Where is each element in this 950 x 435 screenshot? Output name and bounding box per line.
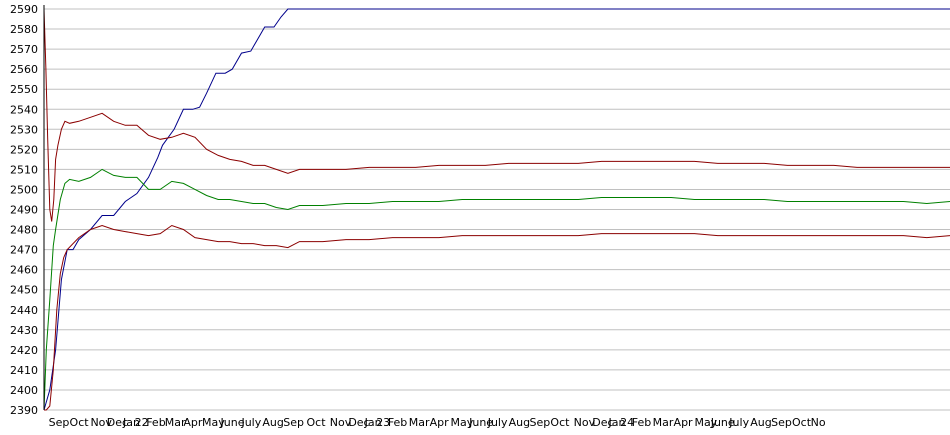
- x-tick-label: June: [220, 416, 245, 429]
- x-tick-label: Dec: [592, 416, 613, 429]
- y-tick-label: 2520: [10, 143, 38, 156]
- x-tick-label: Jan: [608, 416, 626, 429]
- x-tick-label: July: [487, 416, 508, 429]
- y-tick-label: 2530: [10, 123, 38, 136]
- y-tick-label: 2580: [10, 23, 38, 36]
- x-tick-label: No: [811, 416, 826, 429]
- x-tick-label: Dec: [348, 416, 369, 429]
- y-tick-label: 2510: [10, 163, 38, 176]
- x-tick-label: Mar: [165, 416, 186, 429]
- x-tick-label: Aug: [750, 416, 771, 429]
- x-tick-label: Nov: [330, 416, 352, 429]
- x-tick-label: Oct: [792, 416, 812, 429]
- x-tick-label: Oct: [70, 416, 90, 429]
- x-tick-label: Oct: [307, 416, 327, 429]
- y-tick-label: 2430: [10, 324, 38, 337]
- x-tick-label: May: [202, 416, 225, 429]
- y-tick-label: 2440: [10, 304, 38, 317]
- series-line-2: [43, 168, 950, 411]
- x-tick-label: June: [468, 416, 493, 429]
- x-tick-label: May: [451, 416, 474, 429]
- y-tick-label: 2460: [10, 264, 38, 277]
- y-tick-label: 2500: [10, 183, 38, 196]
- x-tick-label: July: [240, 416, 261, 429]
- y-tick-label: 2390: [10, 404, 38, 417]
- x-tick-label: 23: [376, 416, 390, 429]
- series-line-1: [43, 8, 950, 411]
- x-tick-label: Dec: [107, 416, 128, 429]
- x-tick-label: May: [694, 416, 717, 429]
- x-tick-label: Jan: [122, 416, 140, 429]
- y-tick-label: 2570: [10, 43, 38, 56]
- x-tick-label: June: [710, 416, 735, 429]
- x-tick-label: Apr: [674, 416, 694, 429]
- x-tick-label: July: [728, 416, 749, 429]
- x-tick-label: Oct: [550, 416, 570, 429]
- x-tick-label: Aug: [509, 416, 530, 429]
- x-tick-label: 24: [620, 416, 634, 429]
- y-tick-label: 2410: [10, 364, 38, 377]
- y-axis-ticks: 2390 2400 2410 2420 2430 2440 2450 2460 2470 2480…: [10, 3, 38, 417]
- series-line-3: [43, 8, 950, 222]
- x-tick-label: Sep: [771, 416, 792, 429]
- x-tick-label: Sep: [530, 416, 551, 429]
- x-tick-label: 22: [135, 416, 149, 429]
- series-line-4: [44, 224, 950, 411]
- x-tick-label: Apr: [183, 416, 203, 429]
- x-tick-label: Feb: [632, 416, 651, 429]
- y-tick-label: 2550: [10, 83, 38, 96]
- x-tick-label: Nov: [574, 416, 596, 429]
- y-tick-label: 2540: [10, 103, 38, 116]
- x-tick-label: Aug: [262, 416, 283, 429]
- series-lines: [43, 8, 950, 411]
- x-tick-label: Feb: [146, 416, 165, 429]
- x-tick-label: Mar: [653, 416, 674, 429]
- y-tick-label: 2490: [10, 204, 38, 217]
- y-tick-label: 2420: [10, 344, 38, 357]
- y-tick-label: 2590: [10, 3, 38, 16]
- y-tick-label: 2400: [10, 384, 38, 397]
- x-tick-label: Jan: [364, 416, 382, 429]
- y-tick-label: 2470: [10, 244, 38, 257]
- y-tick-label: 2480: [10, 224, 38, 237]
- y-tick-label: 2560: [10, 63, 38, 76]
- x-tick-label: Sep: [49, 416, 70, 429]
- grid-lines: [44, 8, 950, 411]
- x-tick-label: Feb: [388, 416, 407, 429]
- y-tick-label: 2450: [10, 284, 38, 297]
- x-tick-label: Mar: [409, 416, 430, 429]
- x-tick-label: Nov: [90, 416, 112, 429]
- x-tick-label: Apr: [430, 416, 450, 429]
- x-tick-label: Sep: [283, 416, 304, 429]
